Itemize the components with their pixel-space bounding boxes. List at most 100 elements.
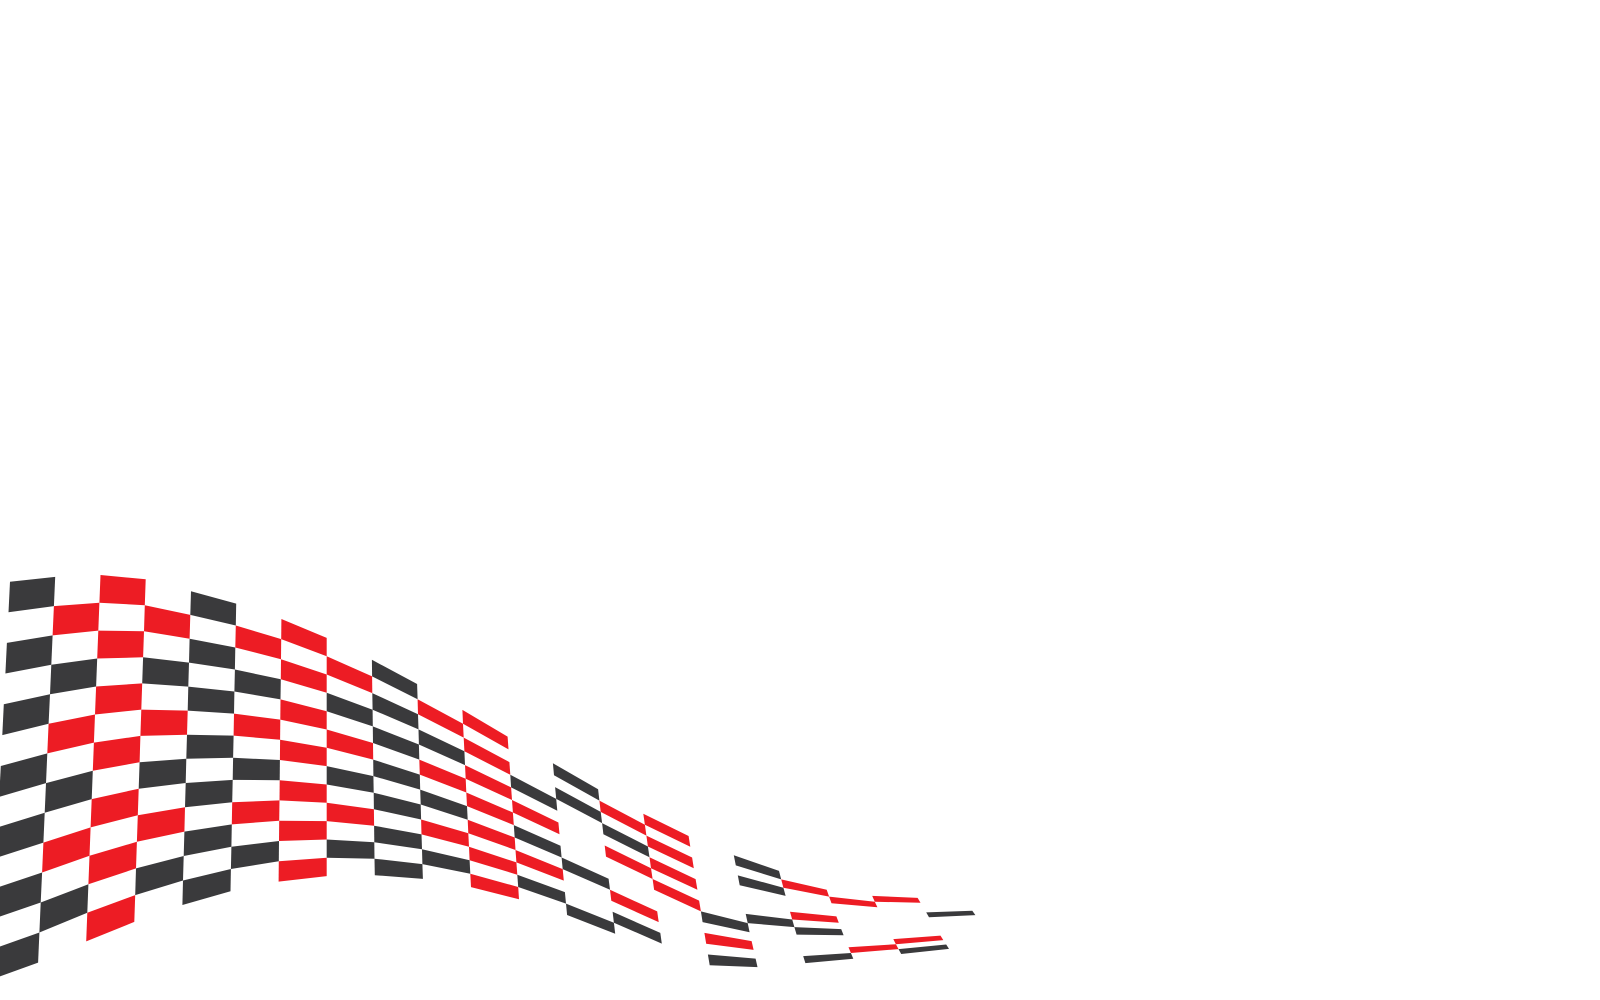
flag-square: [829, 896, 878, 908]
flag-square: [0, 753, 48, 797]
flag-square: [136, 807, 185, 842]
flag-square: [234, 669, 281, 700]
flag-square: [465, 765, 512, 800]
flag-square: [555, 787, 603, 824]
flag-square: [561, 857, 610, 890]
flag-square: [643, 813, 691, 847]
flag-square: [326, 802, 375, 826]
flag-square: [88, 841, 137, 885]
flag-square: [926, 910, 976, 918]
flag-square: [95, 683, 143, 715]
flag-square: [790, 911, 839, 923]
flag-square: [515, 850, 564, 881]
flag-square: [280, 699, 327, 730]
flag-square: [144, 605, 191, 639]
flag-square: [803, 953, 854, 964]
flag-square: [231, 800, 280, 825]
flag-square: [604, 845, 653, 879]
flag-square: [281, 619, 327, 657]
flag-square: [417, 699, 464, 738]
flag-square: [86, 895, 136, 942]
flag-square: [470, 873, 519, 900]
flag-square: [279, 739, 327, 767]
flag-square: [44, 770, 93, 813]
flag-square: [418, 729, 465, 766]
flag-square: [469, 846, 518, 875]
flag-square: [50, 658, 98, 695]
flag-square: [371, 659, 418, 700]
flag-square: [279, 780, 327, 803]
flag-square: [47, 714, 95, 754]
flag-square: [186, 734, 234, 759]
flag-square: [92, 735, 141, 771]
flag-square: [373, 792, 422, 820]
flag-square: [612, 911, 662, 944]
flag-square: [898, 944, 949, 954]
flag-square: [420, 789, 468, 820]
flag-square: [707, 954, 758, 968]
flag-square: [733, 855, 782, 880]
flag-square: [278, 857, 327, 882]
flag-square: [652, 879, 701, 912]
flag-square: [326, 766, 374, 793]
flag-square: [552, 763, 600, 801]
flag-square: [517, 874, 566, 904]
flag-square: [463, 737, 511, 775]
flag-square: [97, 630, 144, 659]
flag-square: [138, 758, 187, 789]
flag-square: [510, 774, 558, 811]
flag-square: [8, 576, 56, 613]
flag-square: [187, 686, 235, 714]
checkered-flag: [0, 575, 976, 977]
flag-square: [513, 825, 562, 858]
flag-square: [610, 889, 659, 923]
flag-square: [182, 869, 231, 905]
flag-square: [183, 824, 232, 856]
flag-square: [374, 825, 422, 850]
flag-square: [794, 927, 844, 936]
flag-square: [0, 932, 40, 977]
flag-square: [326, 839, 375, 859]
flag-square: [189, 638, 236, 670]
flag-square: [372, 726, 420, 760]
flag-square: [421, 819, 469, 847]
flag-square: [602, 823, 650, 858]
flag-square: [52, 602, 100, 636]
flag-square: [872, 895, 921, 903]
flag-square: [232, 757, 280, 781]
flag-square: [419, 759, 467, 793]
flag-square: [422, 849, 471, 874]
flag-square: [512, 800, 560, 835]
flag-square: [0, 872, 43, 917]
flag-square: [373, 759, 421, 790]
flag-square: [326, 729, 374, 760]
flag-square: [462, 709, 509, 750]
flag-square: [42, 827, 91, 873]
flag-square: [326, 656, 373, 694]
flag-square: [649, 857, 698, 890]
flag-square: [235, 625, 282, 660]
flag-square: [5, 635, 53, 674]
flag-square: [374, 858, 423, 879]
flag-square: [848, 944, 899, 953]
flag-square: [372, 693, 419, 730]
flag-square: [466, 792, 514, 826]
flag-square: [0, 812, 45, 857]
flag-square: [646, 835, 694, 869]
flag-square: [781, 879, 830, 897]
flag-square: [99, 575, 146, 606]
flag-square: [233, 713, 281, 740]
flag-square: [185, 779, 233, 808]
flag-square: [326, 692, 373, 727]
flag-square: [142, 657, 189, 687]
flag-square: [39, 884, 89, 933]
flag-square: [700, 911, 750, 933]
flag-square: [467, 819, 516, 850]
flag-square: [745, 913, 795, 928]
flag-square: [90, 788, 139, 828]
flag-square: [279, 820, 327, 841]
flag-square: [230, 841, 279, 869]
flag-square: [599, 800, 647, 836]
